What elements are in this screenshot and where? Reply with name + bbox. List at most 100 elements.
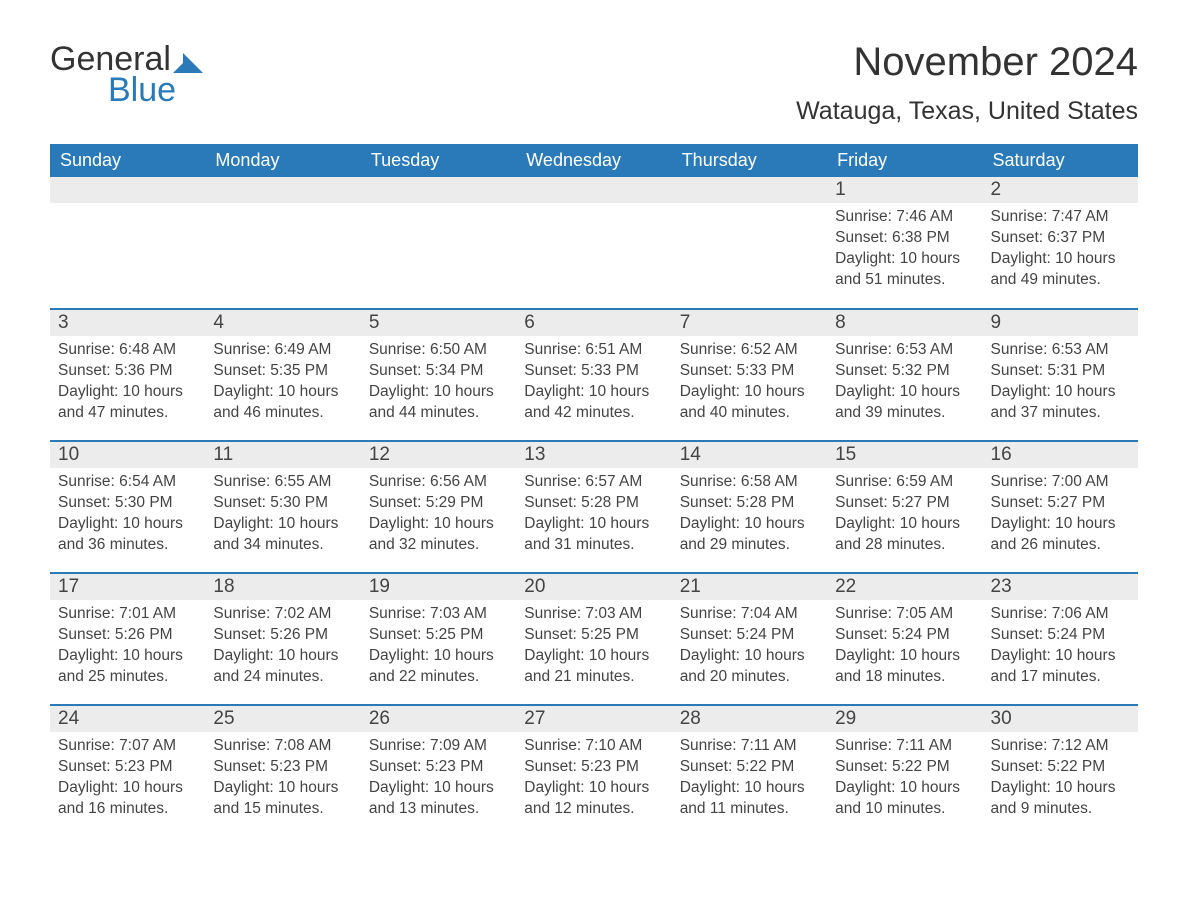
sunrise-text: Sunrise: 7:11 AM — [835, 736, 974, 757]
daylight-text: Daylight: 10 hours and 10 minutes. — [835, 778, 974, 820]
calendar-cell: 8Sunrise: 6:53 AMSunset: 5:32 PMDaylight… — [827, 309, 982, 441]
calendar-cell: 11Sunrise: 6:55 AMSunset: 5:30 PMDayligh… — [205, 441, 360, 573]
day-number: 27 — [516, 706, 671, 732]
daylight-text: Daylight: 10 hours and 51 minutes. — [835, 249, 974, 291]
sunrise-text: Sunrise: 7:46 AM — [835, 207, 974, 228]
daylight-text: Daylight: 10 hours and 13 minutes. — [369, 778, 508, 820]
sunrise-text: Sunrise: 7:01 AM — [58, 604, 197, 625]
logo-icon — [173, 53, 203, 73]
weekday-header: Saturday — [983, 144, 1138, 177]
sunset-text: Sunset: 5:36 PM — [58, 361, 197, 382]
day-number-empty — [672, 177, 827, 203]
day-details: Sunrise: 6:58 AMSunset: 5:28 PMDaylight:… — [672, 468, 827, 564]
day-number-empty — [516, 177, 671, 203]
calendar-cell: 3Sunrise: 6:48 AMSunset: 5:36 PMDaylight… — [50, 309, 205, 441]
day-number: 2 — [983, 177, 1138, 203]
sunset-text: Sunset: 5:27 PM — [835, 493, 974, 514]
day-number: 17 — [50, 574, 205, 600]
daylight-text: Daylight: 10 hours and 17 minutes. — [991, 646, 1130, 688]
calendar-cell — [50, 177, 205, 309]
day-details: Sunrise: 6:55 AMSunset: 5:30 PMDaylight:… — [205, 468, 360, 564]
sunset-text: Sunset: 5:26 PM — [213, 625, 352, 646]
daylight-text: Daylight: 10 hours and 15 minutes. — [213, 778, 352, 820]
day-number: 8 — [827, 310, 982, 336]
sunrise-text: Sunrise: 7:12 AM — [991, 736, 1130, 757]
sunrise-text: Sunrise: 6:49 AM — [213, 340, 352, 361]
calendar-cell — [516, 177, 671, 309]
sunrise-text: Sunrise: 7:03 AM — [369, 604, 508, 625]
day-number: 9 — [983, 310, 1138, 336]
sunset-text: Sunset: 5:30 PM — [213, 493, 352, 514]
calendar-cell: 19Sunrise: 7:03 AMSunset: 5:25 PMDayligh… — [361, 573, 516, 705]
daylight-text: Daylight: 10 hours and 32 minutes. — [369, 514, 508, 556]
calendar-week-row: 17 Sunrise: 7:01 AM Sunset: 5:26 PM Dayligh… — [50, 573, 1138, 705]
calendar-cell — [205, 177, 360, 309]
sunset-text: Sunset: 5:30 PM — [58, 493, 197, 514]
calendar-week-row: 3Sunrise: 6:48 AMSunset: 5:36 PMDaylight… — [50, 309, 1138, 441]
sunrise-text: Sunrise: 6:53 AM — [835, 340, 974, 361]
day-details: Sunrise: 7:46 AMSunset: 6:38 PMDaylight:… — [827, 203, 982, 299]
day-number: 3 — [50, 310, 205, 336]
logo-text-blue: Blue — [108, 71, 176, 110]
calendar-cell: 6Sunrise: 6:51 AMSunset: 5:33 PMDaylight… — [516, 309, 671, 441]
calendar-cell: 14Sunrise: 6:58 AMSunset: 5:28 PMDayligh… — [672, 441, 827, 573]
daylight-text: Daylight: 10 hours and 37 minutes. — [991, 382, 1130, 424]
day-details: Sunrise: 7:47 AMSunset: 6:37 PMDaylight:… — [983, 203, 1138, 299]
daylight-text: Daylight: 10 hours and 47 minutes. — [58, 382, 197, 424]
daylight-text: Daylight: 10 hours and 49 minutes. — [991, 249, 1130, 291]
calendar-cell: 5Sunrise: 6:50 AMSunset: 5:34 PMDaylight… — [361, 309, 516, 441]
sunrise-text: Sunrise: 7:08 AM — [213, 736, 352, 757]
sunset-text: Sunset: 5:22 PM — [835, 757, 974, 778]
day-details: Sunrise: 6:59 AMSunset: 5:27 PMDaylight:… — [827, 468, 982, 564]
day-number: 6 — [516, 310, 671, 336]
sunset-text: Sunset: 5:24 PM — [835, 625, 974, 646]
day-details: Sunrise: 6:50 AMSunset: 5:34 PMDaylight:… — [361, 336, 516, 432]
daylight-text: Daylight: 10 hours and 16 minutes. — [58, 778, 197, 820]
sunset-text: Sunset: 5:31 PM — [991, 361, 1130, 382]
daylight-text: Daylight: 10 hours and 34 minutes. — [213, 514, 352, 556]
day-details: Sunrise: 6:48 AMSunset: 5:36 PMDaylight:… — [50, 336, 205, 432]
sunrise-text: Sunrise: 6:53 AM — [991, 340, 1130, 361]
weekday-header: Sunday — [50, 144, 205, 177]
daylight-text: Daylight: 10 hours and 9 minutes. — [991, 778, 1130, 820]
calendar-cell: 27Sunrise: 7:10 AMSunset: 5:23 PMDayligh… — [516, 705, 671, 837]
day-number: 10 — [50, 442, 205, 468]
day-details: Sunrise: 7:06 AMSunset: 5:24 PMDaylight:… — [983, 600, 1138, 696]
weekday-header: Tuesday — [361, 144, 516, 177]
calendar-cell: 22Sunrise: 7:05 AMSunset: 5:24 PMDayligh… — [827, 573, 982, 705]
sunrise-text: Sunrise: 6:54 AM — [58, 472, 197, 493]
day-number: 25 — [205, 706, 360, 732]
daylight-text: Daylight: 10 hours and 36 minutes. — [58, 514, 197, 556]
day-number: 14 — [672, 442, 827, 468]
day-details: Sunrise: 7:07 AMSunset: 5:23 PMDaylight:… — [50, 732, 205, 828]
location: Watauga, Texas, United States — [796, 97, 1138, 126]
sunset-text: Sunset: 5:33 PM — [524, 361, 663, 382]
sunrise-text: Sunrise: 7:00 AM — [991, 472, 1130, 493]
daylight-text: Daylight: 10 hours and 44 minutes. — [369, 382, 508, 424]
day-number: 7 — [672, 310, 827, 336]
sunrise-text: Sunrise: 6:51 AM — [524, 340, 663, 361]
calendar-cell: 28Sunrise: 7:11 AMSunset: 5:22 PMDayligh… — [672, 705, 827, 837]
calendar-cell: 16Sunrise: 7:00 AMSunset: 5:27 PMDayligh… — [983, 441, 1138, 573]
calendar-cell: 25 Sunrise: 7:08 AMSunset: 5:23 PMDayligh… — [205, 705, 360, 837]
sunrise-text: Sunrise: 6:50 AM — [369, 340, 508, 361]
weekday-header: Friday — [827, 144, 982, 177]
sunset-text: Sunset: 5:23 PM — [58, 757, 197, 778]
calendar-cell: 1Sunrise: 7:46 AMSunset: 6:38 PMDaylight… — [827, 177, 982, 309]
day-number-empty — [361, 177, 516, 203]
day-details: Sunrise: 7:11 AMSunset: 5:22 PMDaylight:… — [827, 732, 982, 828]
sunrise-text: Sunrise: 7:05 AM — [835, 604, 974, 625]
sunset-text: Sunset: 5:22 PM — [680, 757, 819, 778]
sunrise-text: Sunrise: 7:10 AM — [524, 736, 663, 757]
weekday-header-row: SundayMondayTuesdayWednesdayThursdayFrid… — [50, 144, 1138, 177]
calendar-cell: 23Sunrise: 7:06 AMSunset: 5:24 PMDayligh… — [983, 573, 1138, 705]
sunrise-text: Sunrise: 6:48 AM — [58, 340, 197, 361]
weekday-header: Wednesday — [516, 144, 671, 177]
sunset-text: Sunset: 5:25 PM — [524, 625, 663, 646]
sunset-text: Sunset: 5:24 PM — [991, 625, 1130, 646]
day-details: Sunrise: 7:03 AMSunset: 5:25 PMDaylight:… — [516, 600, 671, 696]
sunset-text: Sunset: 5:23 PM — [213, 757, 352, 778]
calendar-cell — [361, 177, 516, 309]
sunset-text: Sunset: 6:38 PM — [835, 228, 974, 249]
day-number: 18 — [205, 574, 360, 600]
